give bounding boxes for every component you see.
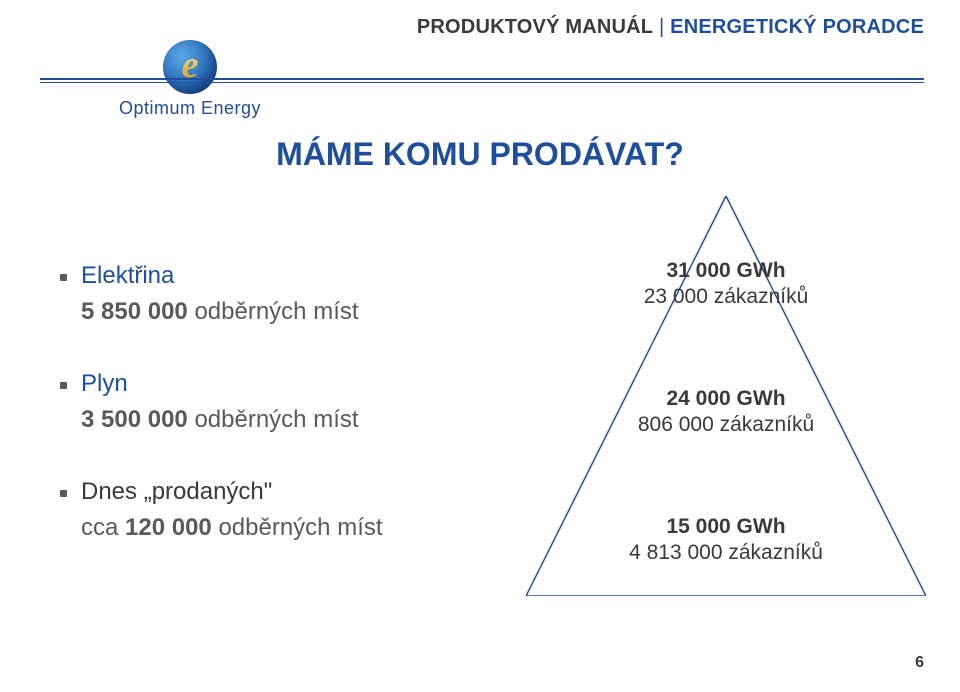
bullet-head: Dnes „prodaných" bbox=[81, 478, 272, 506]
header-left: PRODUKTOVÝ MANUÁL bbox=[417, 16, 653, 38]
bullet-sub-value: 3 500 000 bbox=[81, 406, 188, 433]
triangle-tier: 15 000 GWh4 813 000 zákazníků bbox=[526, 514, 926, 567]
slide: PRODUKTOVÝ MANUÁL | ENERGETICKÝ PORADCE … bbox=[0, 0, 960, 692]
bullet-sub: 5 850 000 odběrných míst bbox=[81, 298, 480, 326]
slide-title: MÁME KOMU PRODÁVAT? bbox=[0, 136, 960, 173]
header-rule bbox=[40, 78, 924, 84]
triangle-tier: 24 000 GWh806 000 zákazníků bbox=[526, 386, 926, 439]
bullet-sub-value: 120 000 bbox=[125, 514, 212, 541]
bullet-head: Plyn bbox=[81, 370, 128, 398]
brand-name-light: Energy bbox=[195, 98, 261, 118]
bullet-item: Plyn bbox=[60, 370, 480, 398]
brand-logo-badge: e bbox=[163, 40, 217, 94]
bullet-sub: cca 120 000 odběrných míst bbox=[81, 514, 480, 542]
bullet-item: Elektřina bbox=[60, 262, 480, 290]
bullet-sub-suffix: odběrných míst bbox=[188, 298, 359, 325]
triangle-diagram: 31 000 GWh23 000 zákazníků 24 000 GWh806 … bbox=[526, 196, 926, 596]
page-number: 6 bbox=[915, 654, 924, 672]
triangle-tier-value: 31 000 GWh bbox=[526, 258, 926, 284]
triangle-tier-value: 15 000 GWh bbox=[526, 514, 926, 540]
header-title: PRODUKTOVÝ MANUÁL | ENERGETICKÝ PORADCE bbox=[417, 16, 924, 39]
bullet-sub: 3 500 000 odběrných míst bbox=[81, 406, 480, 434]
bullet-list: Elektřina 5 850 000 odběrných míst Plyn 3 5… bbox=[60, 262, 480, 586]
brand-logo-text: Optimum Energy bbox=[95, 98, 285, 119]
bullet-dot-icon bbox=[60, 382, 67, 389]
header-separator: | bbox=[653, 16, 670, 38]
triangle-tier-label: 23 000 zákazníků bbox=[526, 284, 926, 310]
bullet-sub-suffix: odběrných míst bbox=[212, 514, 383, 541]
brand-name-bold: Optimum bbox=[119, 98, 196, 118]
triangle-tier-label: 806 000 zákazníků bbox=[526, 412, 926, 438]
bullet-sub-suffix: odběrných míst bbox=[188, 406, 359, 433]
header-right: ENERGETICKÝ PORADCE bbox=[670, 16, 924, 38]
triangle-tier-label: 4 813 000 zákazníků bbox=[526, 540, 926, 566]
bullet-dot-icon bbox=[60, 274, 67, 281]
bullet-item: Dnes „prodaných" bbox=[60, 478, 480, 506]
bullet-dot-icon bbox=[60, 490, 67, 497]
triangle-tier: 31 000 GWh23 000 zákazníků bbox=[526, 258, 926, 311]
bullet-head: Elektřina bbox=[81, 262, 174, 290]
triangle-tier-value: 24 000 GWh bbox=[526, 386, 926, 412]
bullet-sub-prefix: cca bbox=[81, 514, 125, 541]
bullet-sub-value: 5 850 000 bbox=[81, 298, 188, 325]
